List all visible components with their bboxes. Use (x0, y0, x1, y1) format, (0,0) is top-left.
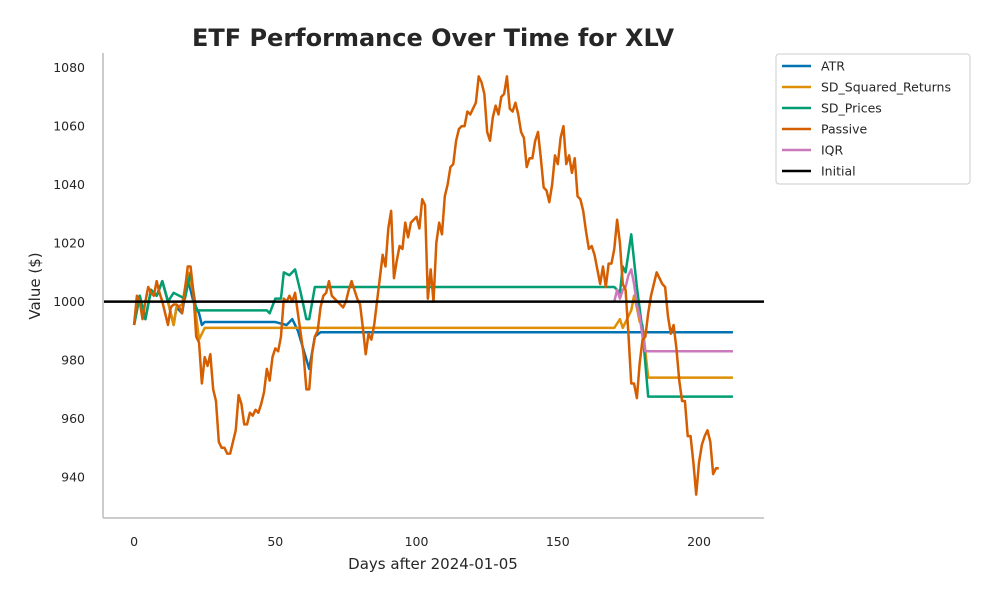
y-tick-label: 940 (61, 470, 85, 485)
x-tick-label: 0 (130, 534, 138, 549)
y-tick-label: 1060 (53, 119, 85, 134)
legend-box (775, 53, 971, 185)
legend-label-passive: Passive (821, 122, 868, 137)
series-line-sd-prices (132, 233, 733, 398)
x-tick-label: 150 (546, 534, 570, 549)
plot-area (102, 53, 764, 519)
x-tick-label: 100 (405, 534, 429, 549)
x-tick-label: 200 (687, 534, 711, 549)
y-tick-label: 960 (61, 411, 85, 426)
x-tick-label: 50 (267, 534, 283, 549)
x-axis-label: Days after 2024-01-05 (348, 555, 518, 573)
legend-label-initial: Initial (821, 164, 856, 179)
y-axis-label: Value ($) (26, 252, 44, 319)
series-line-iqr (613, 268, 733, 353)
series-line-passive (132, 75, 719, 496)
y-tick-label: 1000 (53, 294, 85, 309)
y-tick-label: 980 (61, 353, 85, 368)
legend-label-iqr: IQR (821, 143, 844, 158)
y-tick-label: 1080 (53, 60, 85, 75)
y-tick-label: 1040 (53, 177, 85, 192)
chart-title: ETF Performance Over Time for XLV (192, 24, 675, 52)
series-layer (103, 75, 764, 496)
y-tick-labels: 940 960 980 1000 1020 1040 1060 1080 (53, 60, 85, 484)
y-tick-label: 1020 (53, 236, 85, 251)
legend-label-atr: ATR (821, 59, 845, 74)
legend-label-sd-squared-returns: SD_Squared_Returns (821, 80, 951, 95)
legend-label-sd-prices: SD_Prices (821, 101, 882, 116)
legend: ATR SD_Squared_Returns SD_Prices Passive IQR… (775, 53, 971, 185)
x-tick-labels: 0 50 100 150 200 (130, 534, 711, 549)
